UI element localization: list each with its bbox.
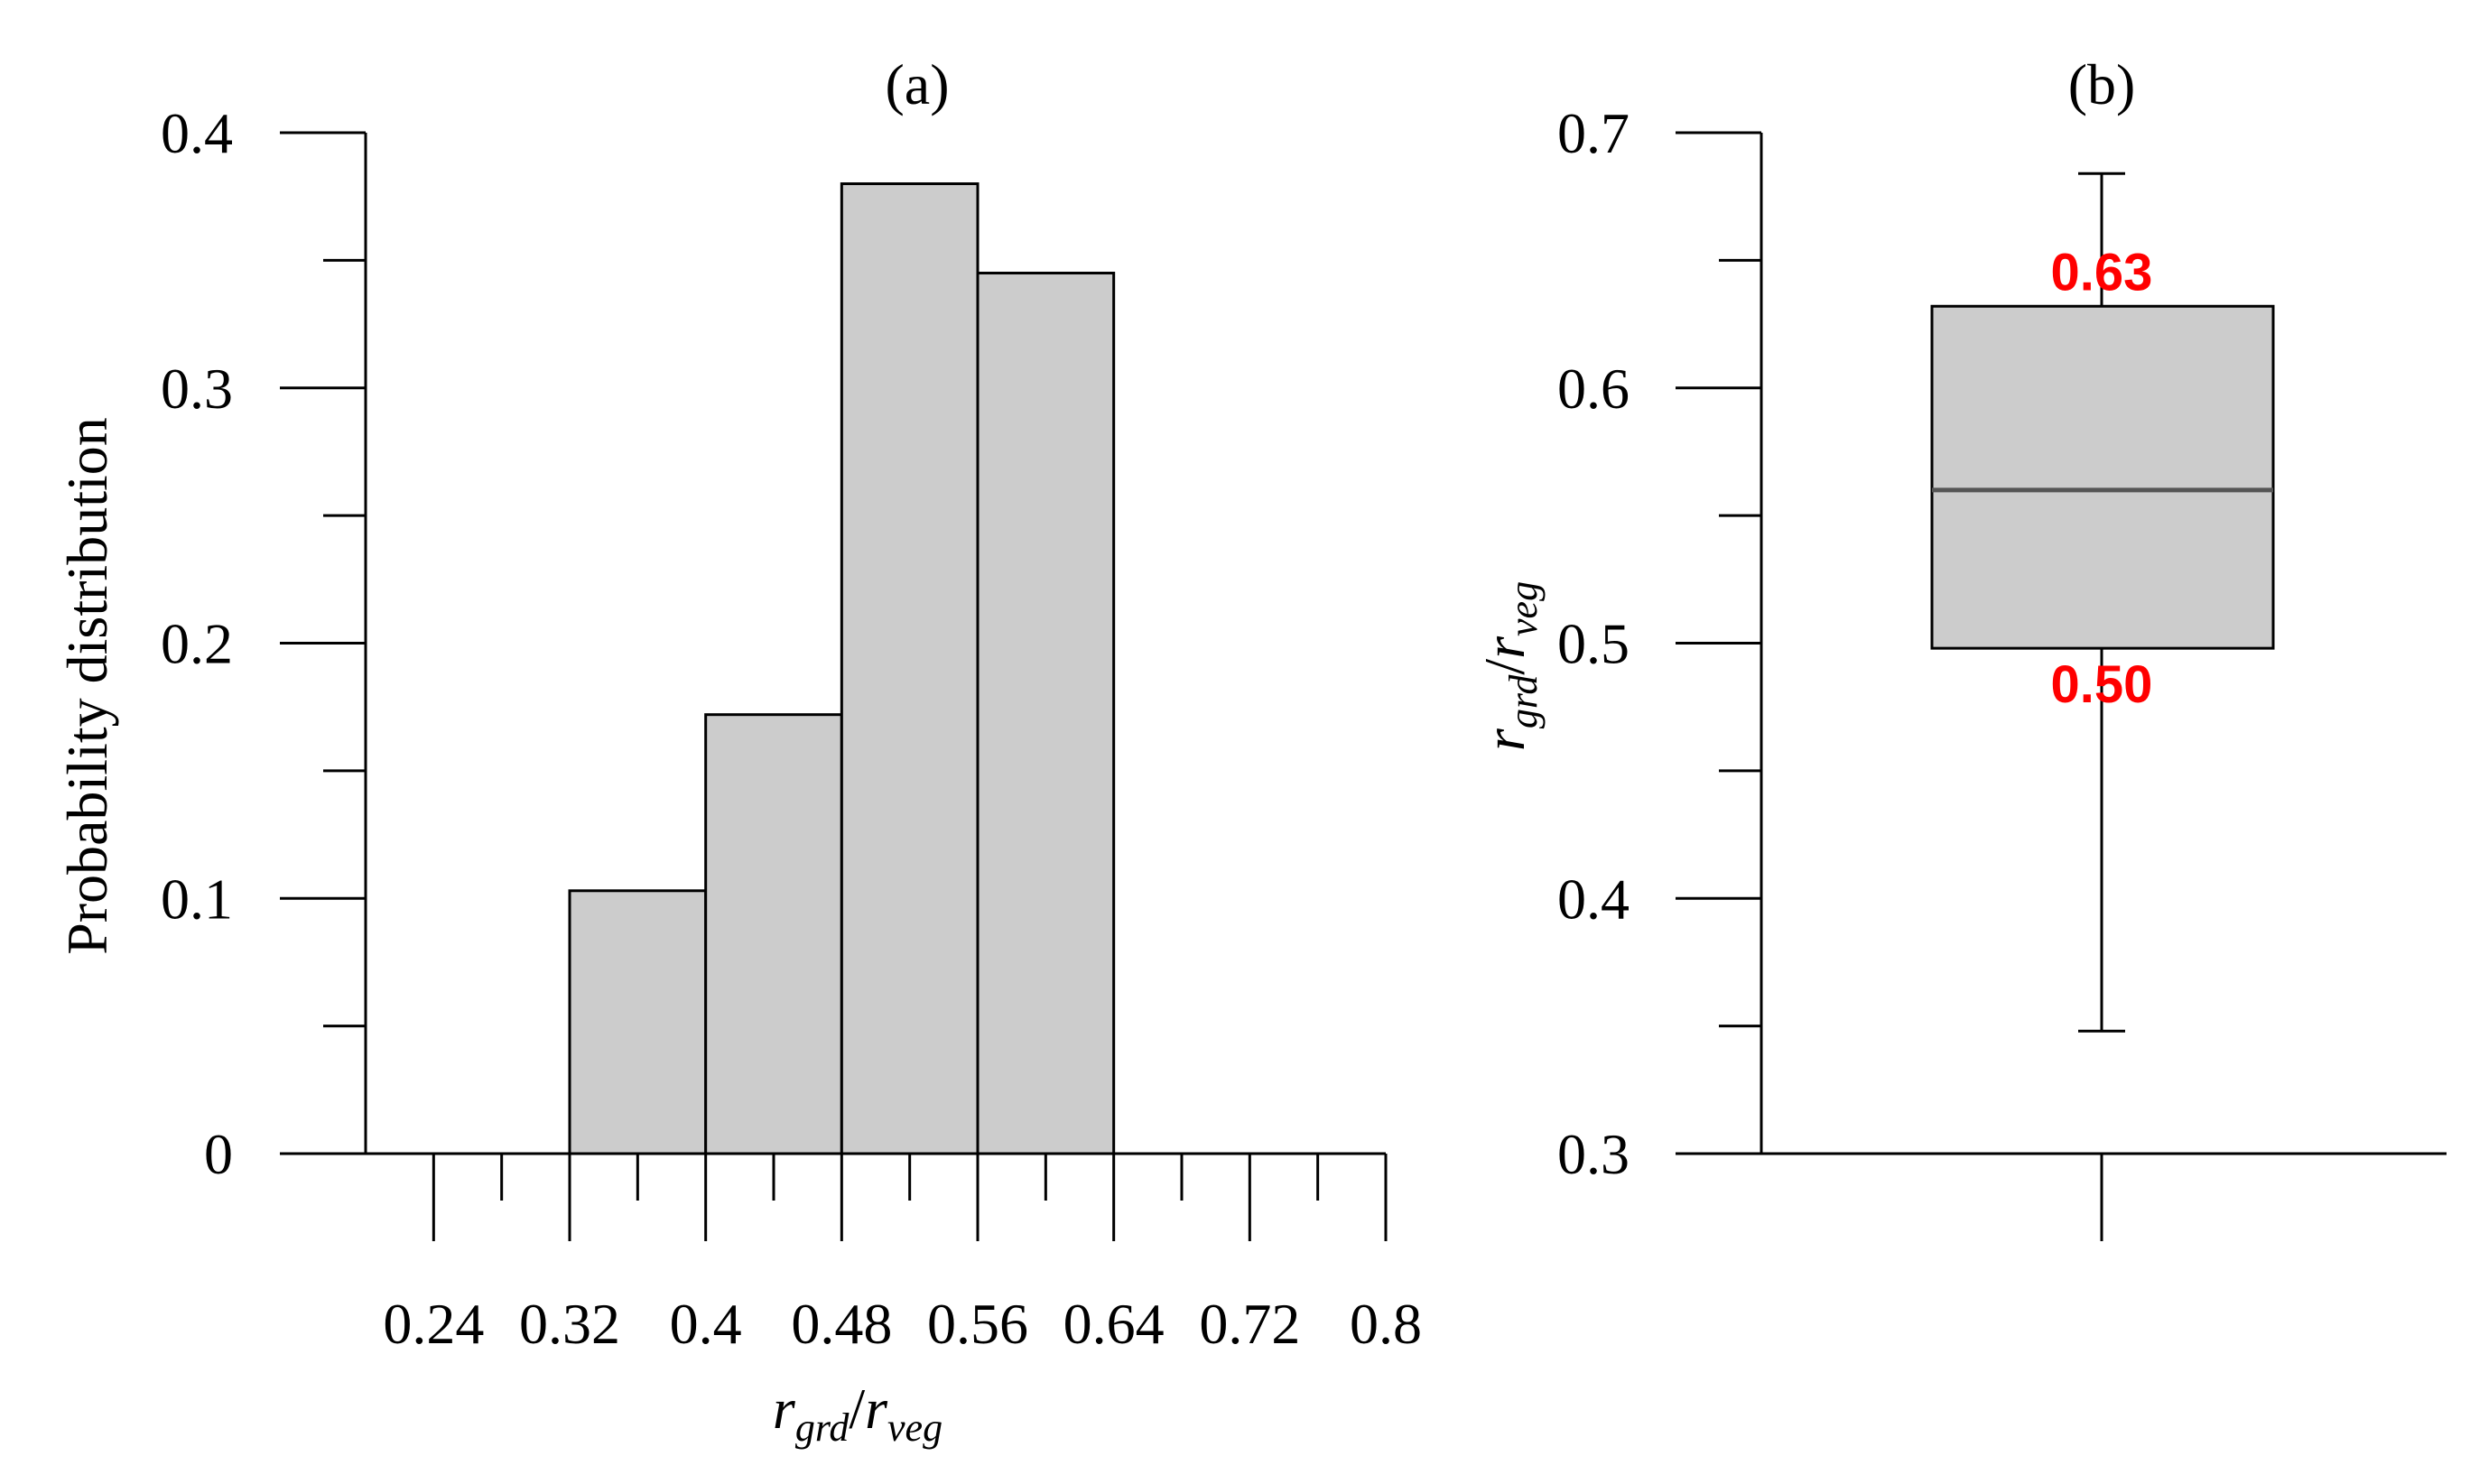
histogram-x-tick-label: 0.4 [670,1292,742,1356]
histogram-x-tick-labels: 0.24 0.32 0.4 0.48 0.56 0.64 0.72 0.8 [383,1292,1422,1356]
x-title-r2: r [865,1377,888,1441]
y-title-r1: r [1472,728,1537,751]
q1-annotation: 0.50 [2051,655,2153,714]
histogram-axes [280,131,1388,1241]
histogram-bars [568,182,1116,1155]
y-title-r2: r [1472,635,1537,659]
histogram-x-axis-title: rgrd/rveg [773,1377,942,1450]
histogram-bar-1 [704,713,843,1155]
histogram-x-tick-label: 0.8 [1350,1292,1422,1356]
histogram-x-tick-label: 0.72 [1199,1292,1300,1356]
histogram-y-tick-label: 0.1 [161,867,233,931]
boxplot-y-tick-label: 0.7 [1557,101,1630,165]
histogram-y-tick-labels: 0 0.1 0.2 0.3 0.4 [161,101,233,1186]
x-title-slash: / [849,1377,865,1441]
histogram-y-tick-label: 0.3 [161,357,233,421]
x-title-r1: r [773,1377,796,1441]
histogram-panel: (a) 0 0.1 0.2 0.3 0.4 0.24 0.32 0.4 0.48 0.56 0.6… [55,52,1422,1450]
boxplot-y-tick-label: 0.3 [1557,1122,1630,1186]
histogram-y-tick-label: 0.2 [161,612,233,676]
histogram-bar-0 [568,889,708,1155]
histogram-bar-2 [840,182,980,1155]
boxplot-panel: (b) 0.30.40.50.60.7 0.63 0.50 rgrd/rveg [1472,52,2447,1241]
boxplot-y-axis-title: rgrd/rveg [1472,581,1546,751]
histogram-x-tick-label: 0.24 [383,1292,484,1356]
interquartile-box [1930,304,2275,650]
boxplot-axes [1676,131,2447,1241]
histogram-y-tick-label: 0.4 [161,101,233,165]
q3-annotation: 0.63 [2051,243,2153,301]
histogram-x-tick-label: 0.32 [519,1292,620,1356]
panel-b-title: (b) [2068,52,2136,116]
histogram-bar-3 [976,272,1116,1155]
histogram-y-axis-title: Probability distribution [55,417,119,955]
boxplot-box [1930,172,2275,1033]
x-title-sub2: veg [887,1405,942,1450]
histogram-y-tick-label: 0 [204,1122,233,1186]
boxplot-y-tick-label: 0.5 [1557,612,1630,676]
histogram-x-tick-label: 0.48 [791,1292,892,1356]
histogram-x-tick-label: 0.64 [1063,1292,1165,1356]
histogram-x-tick-label: 0.56 [927,1292,1028,1356]
boxplot-y-tick-labels: 0.3 0.4 0.5 0.6 0.7 [1557,101,1630,1186]
y-title-sub2: veg [1501,581,1546,636]
x-title-sub1: grd [795,1405,850,1450]
panel-a-title: (a) [885,52,949,116]
y-title-sub1: grd [1501,674,1546,728]
y-title-slash: / [1472,659,1537,675]
boxplot-y-tick-label: 0.6 [1557,357,1630,421]
boxplot-y-tick-label: 0.4 [1557,867,1630,931]
